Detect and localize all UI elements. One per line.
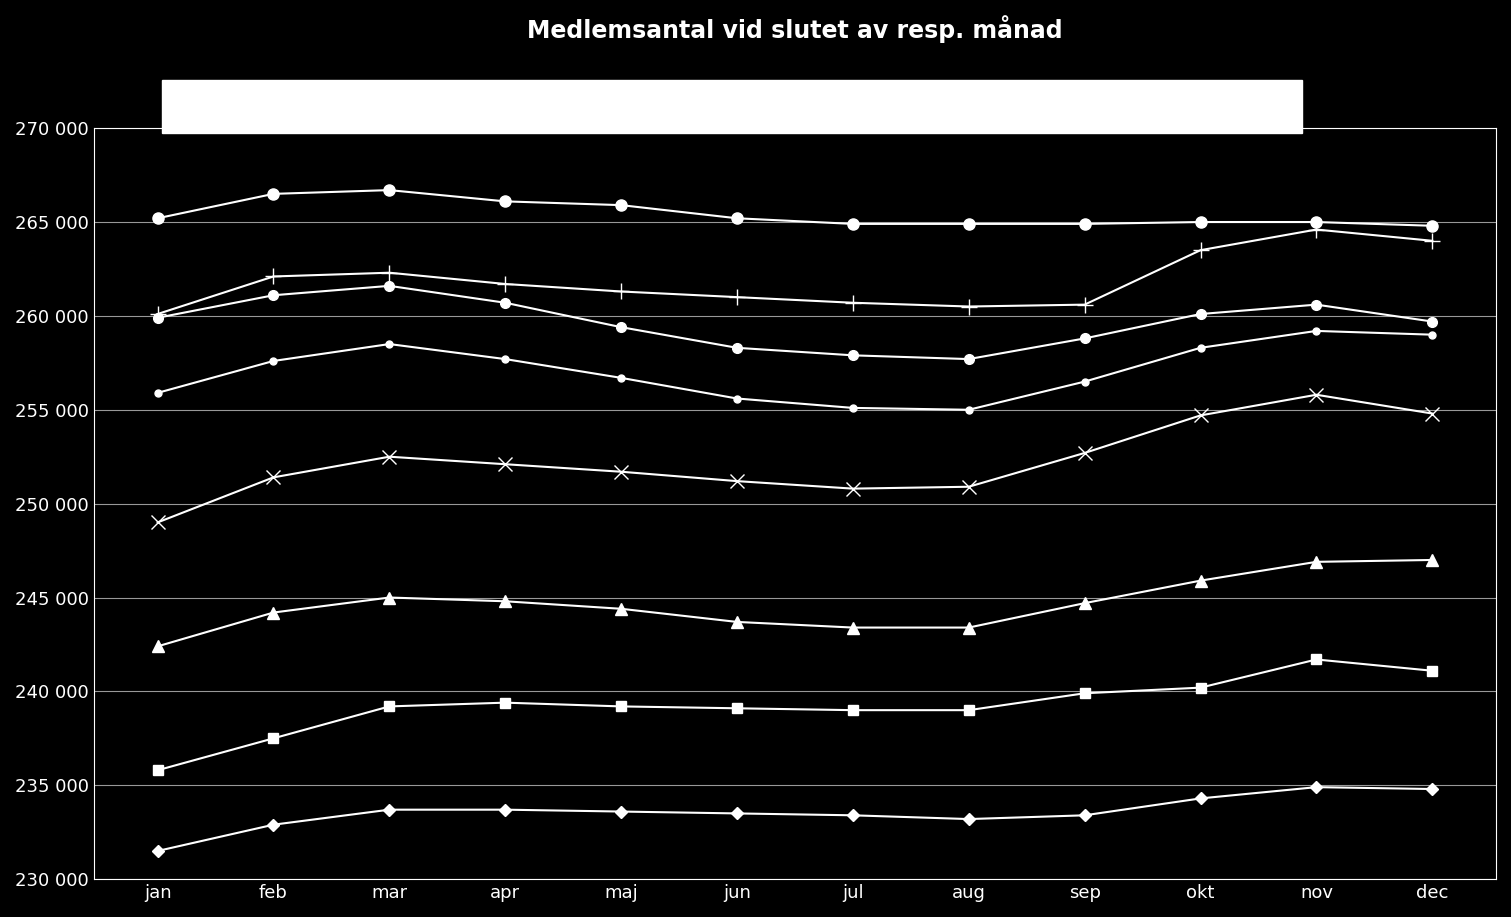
Title: Medlemsantal vid slutet av resp. månad: Medlemsantal vid slutet av resp. månad [527,15,1062,43]
